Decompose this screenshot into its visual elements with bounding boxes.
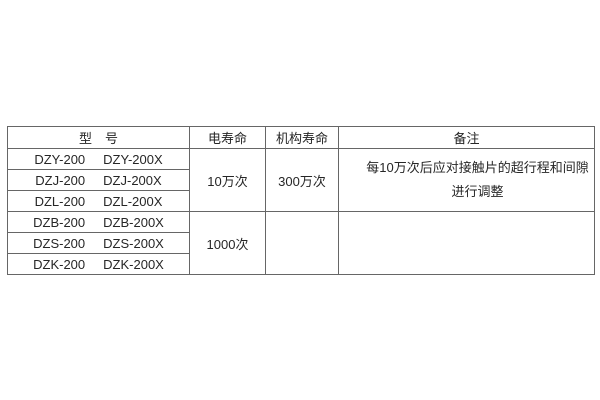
model-cell: DZL-200 DZL-200X: [7, 190, 190, 212]
model-name: DZB-200: [33, 214, 86, 230]
model-name: DZY-200: [34, 151, 86, 167]
mechanism-life-cell: 300万次: [265, 148, 339, 212]
model-cell: DZK-200 DZK-200X: [7, 253, 190, 275]
mechanism-life-cell: [265, 211, 339, 275]
table-header-row: 型 号 电寿命 机构寿命 备注: [7, 126, 595, 149]
spec-table: 型 号 电寿命 机构寿命 备注 DZY-200 DZY-200X 10万次 30…: [7, 126, 595, 275]
table-row: DZK-200 DZK-200X: [7, 253, 595, 275]
remarks-line: 每10万次后应对接触片的超行程和间隙: [366, 160, 589, 175]
table-row: DZY-200 DZY-200X 10万次 300万次 每10万次后应对接触片的…: [7, 148, 595, 212]
remarks-cell: [338, 211, 595, 275]
model-name: DZS-200: [33, 235, 86, 251]
electrical-life-cell: 1000次: [189, 211, 266, 275]
header-electrical-life: 电寿命: [189, 126, 266, 149]
model-cell: DZS-200 DZS-200X: [7, 232, 190, 254]
header-model: 型 号: [7, 126, 190, 149]
model-name: DZK-200: [33, 256, 86, 272]
header-mechanism-life: 机构寿命: [265, 126, 339, 149]
model-name: DZL-200: [34, 193, 86, 209]
model-name: DZL-200X: [103, 193, 163, 209]
table-row: DZS-200 DZS-200X: [7, 232, 595, 254]
remarks-cell: 每10万次后应对接触片的超行程和间隙 进行调整: [338, 148, 595, 212]
model-name: DZJ-200X: [103, 172, 162, 188]
model-name: DZK-200X: [103, 256, 164, 272]
model-name: DZY-200X: [103, 151, 163, 167]
model-cell: DZY-200 DZY-200X: [7, 148, 190, 170]
model-name: DZS-200X: [103, 235, 164, 251]
model-name: DZJ-200: [35, 172, 86, 188]
header-remarks: 备注: [338, 126, 595, 149]
model-name: DZB-200X: [103, 214, 164, 230]
table-row: DZB-200 DZB-200X 1000次: [7, 211, 595, 275]
model-cell: DZB-200 DZB-200X: [7, 211, 190, 233]
table-row: DZL-200 DZL-200X: [7, 190, 595, 212]
remarks-line: 进行调整: [451, 184, 504, 199]
model-cell: DZJ-200 DZJ-200X: [7, 169, 190, 191]
table-row: DZJ-200 DZJ-200X: [7, 169, 595, 191]
electrical-life-cell: 10万次: [189, 148, 266, 212]
